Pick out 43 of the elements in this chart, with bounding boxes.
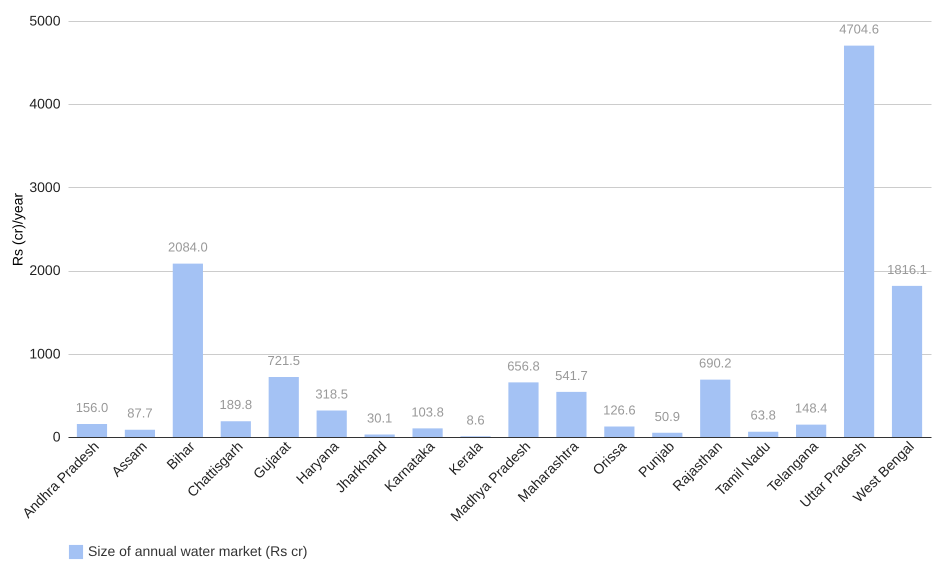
data-label: 2084.0	[168, 240, 208, 255]
data-label: 1816.1	[887, 262, 927, 277]
data-label: 541.7	[555, 368, 588, 383]
bar	[604, 426, 634, 437]
bar	[316, 410, 347, 437]
bar	[268, 376, 299, 437]
bar	[124, 430, 156, 437]
data-label: 721.5	[267, 352, 300, 368]
data-label: 318.5	[315, 386, 348, 402]
y-tick-label: 1000	[29, 345, 61, 362]
data-label: 63.8	[750, 408, 776, 423]
data-label: 156.0	[76, 400, 108, 416]
bar	[796, 424, 826, 437]
bar	[748, 432, 778, 437]
bar	[892, 286, 922, 437]
data-label: 50.9	[654, 408, 680, 424]
y-tick-label: 2000	[29, 262, 61, 278]
bar	[844, 46, 874, 437]
bar	[76, 424, 108, 437]
legend-label: Size of annual water market (Rs cr)	[88, 543, 308, 559]
y-tick-label: 0	[52, 428, 61, 444]
data-label: 126.6	[603, 402, 636, 418]
bar	[220, 421, 251, 437]
bar	[412, 428, 443, 437]
y-tick-label: 5000	[29, 12, 61, 28]
y-axis-title: Rs (cr)/year	[9, 192, 26, 266]
data-label: 87.7	[127, 406, 153, 421]
bar	[364, 434, 395, 437]
data-label: 690.2	[698, 356, 732, 371]
bar	[508, 382, 539, 437]
y-tick-label: 4000	[29, 96, 61, 112]
data-label: 656.8	[507, 358, 540, 374]
data-label: 8.6	[466, 412, 485, 428]
data-label: 103.8	[411, 404, 444, 420]
data-label: 189.8	[220, 397, 252, 412]
data-label: 148.4	[794, 400, 828, 416]
bar	[652, 432, 682, 437]
data-label: 4704.6	[839, 22, 879, 37]
data-label: 30.1	[366, 410, 392, 426]
bar	[556, 392, 587, 437]
y-tick-label: 3000	[29, 178, 61, 195]
bar	[700, 380, 730, 437]
bar	[172, 264, 203, 437]
